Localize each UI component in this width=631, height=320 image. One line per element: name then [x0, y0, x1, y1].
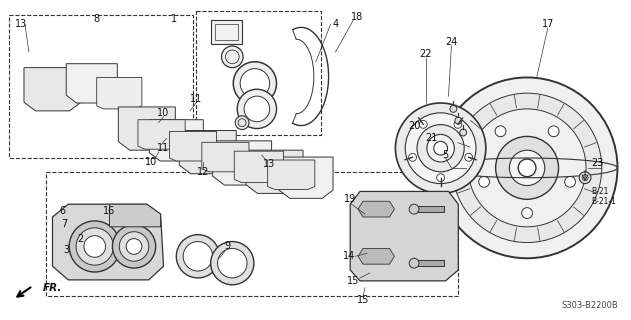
Text: S303-B2200B: S303-B2200B [562, 301, 618, 310]
Circle shape [548, 126, 559, 137]
Polygon shape [138, 120, 185, 149]
Polygon shape [66, 64, 117, 103]
Text: 22: 22 [420, 49, 432, 59]
Polygon shape [169, 132, 216, 161]
Text: 16: 16 [103, 206, 115, 216]
Polygon shape [279, 157, 333, 198]
Circle shape [237, 89, 276, 129]
Circle shape [437, 77, 618, 258]
Circle shape [565, 176, 575, 187]
Polygon shape [109, 204, 160, 227]
Circle shape [218, 248, 247, 278]
Text: 13: 13 [262, 159, 274, 169]
Polygon shape [268, 160, 315, 189]
Circle shape [495, 136, 558, 199]
Circle shape [69, 221, 121, 272]
Circle shape [240, 68, 269, 98]
Circle shape [454, 120, 462, 128]
Text: B-21-1: B-21-1 [591, 197, 616, 206]
Circle shape [460, 129, 467, 136]
Text: 11: 11 [190, 94, 202, 104]
Circle shape [405, 113, 476, 184]
Bar [211, 20, 242, 44]
Circle shape [126, 239, 142, 254]
Circle shape [417, 124, 464, 172]
Circle shape [509, 150, 545, 186]
Text: 6: 6 [59, 206, 66, 216]
Text: B-21: B-21 [591, 187, 608, 196]
Circle shape [495, 126, 506, 137]
Text: 12: 12 [197, 167, 209, 177]
Circle shape [468, 109, 586, 227]
Polygon shape [52, 204, 163, 280]
Text: 11: 11 [157, 143, 170, 153]
Circle shape [437, 174, 445, 182]
Circle shape [233, 62, 276, 105]
Polygon shape [246, 150, 303, 193]
Circle shape [450, 106, 457, 112]
Polygon shape [234, 151, 283, 183]
Circle shape [409, 153, 416, 161]
Text: 14: 14 [343, 251, 355, 261]
Circle shape [176, 235, 220, 278]
Circle shape [84, 236, 105, 257]
Bar [414, 260, 444, 266]
Polygon shape [202, 142, 249, 172]
Text: 24: 24 [445, 37, 457, 47]
Text: 20: 20 [408, 121, 420, 131]
Bar [215, 24, 238, 40]
Circle shape [420, 120, 427, 128]
Text: 4: 4 [333, 20, 339, 29]
Text: 23: 23 [591, 158, 603, 168]
Circle shape [579, 172, 591, 184]
Circle shape [522, 208, 533, 219]
Circle shape [464, 153, 473, 161]
Text: 8: 8 [93, 13, 100, 23]
Circle shape [452, 93, 602, 243]
Circle shape [119, 232, 149, 261]
Text: 5: 5 [442, 150, 449, 160]
Text: 17: 17 [541, 20, 554, 29]
Polygon shape [119, 107, 175, 150]
Circle shape [112, 225, 156, 268]
Text: FR.: FR. [43, 283, 62, 293]
Polygon shape [350, 191, 458, 281]
Polygon shape [150, 120, 203, 161]
Polygon shape [358, 248, 394, 264]
Circle shape [433, 141, 447, 155]
Text: 15: 15 [347, 276, 359, 286]
Circle shape [244, 96, 269, 122]
Circle shape [409, 204, 419, 214]
Circle shape [518, 159, 536, 177]
Text: 3: 3 [63, 245, 69, 255]
Circle shape [183, 242, 213, 271]
Polygon shape [24, 68, 81, 111]
Text: 9: 9 [225, 242, 230, 252]
Text: 2: 2 [77, 234, 83, 244]
Text: 13: 13 [15, 20, 27, 29]
Polygon shape [97, 77, 142, 109]
Text: 21: 21 [425, 133, 438, 143]
Circle shape [396, 103, 486, 193]
Circle shape [409, 258, 419, 268]
Circle shape [455, 117, 462, 124]
Circle shape [211, 242, 254, 285]
Polygon shape [358, 201, 394, 217]
Text: 19: 19 [344, 194, 357, 204]
Circle shape [235, 116, 249, 130]
Text: 18: 18 [351, 12, 363, 21]
Text: 7: 7 [61, 219, 68, 229]
Text: 15: 15 [357, 294, 369, 305]
Text: 10: 10 [157, 108, 170, 118]
Polygon shape [179, 131, 236, 174]
Circle shape [479, 176, 490, 187]
Polygon shape [213, 141, 271, 185]
Text: 10: 10 [144, 157, 157, 167]
Bar [414, 206, 444, 212]
Circle shape [221, 46, 243, 68]
Text: 1: 1 [171, 13, 177, 23]
Circle shape [427, 134, 454, 162]
Circle shape [76, 228, 114, 265]
